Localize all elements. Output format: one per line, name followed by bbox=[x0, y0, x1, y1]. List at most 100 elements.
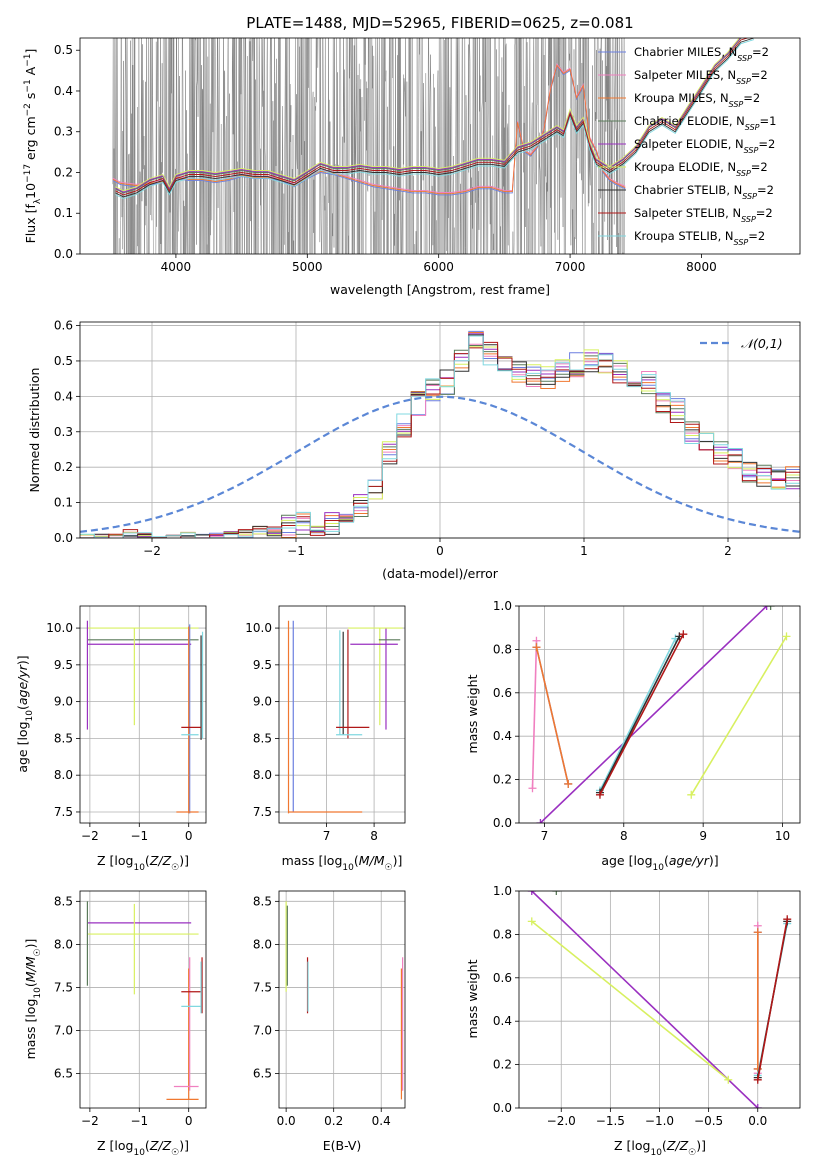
label-part: A bbox=[23, 66, 38, 79]
legend-text: Salpeter ELODIE, N bbox=[634, 137, 744, 151]
tick-label-y: 0.3 bbox=[54, 125, 73, 139]
frame bbox=[79, 37, 801, 255]
weight-line-Salpeter_STELIB bbox=[599, 633, 685, 796]
legend-entry: Kroupa MILES, NSSP=2 bbox=[634, 91, 760, 109]
label-part: λ bbox=[33, 198, 43, 204]
tick-label-y: 8.0 bbox=[54, 937, 73, 951]
weight-line-Kroupa_MILES bbox=[535, 647, 569, 785]
legend-suffix: =2 bbox=[743, 91, 760, 105]
tick-label-y: 0.6 bbox=[493, 686, 512, 700]
label-part: age/yr bbox=[15, 664, 30, 705]
frame bbox=[518, 605, 801, 824]
gridlines bbox=[80, 606, 206, 823]
tick-label-x: 7000 bbox=[555, 260, 586, 274]
legend-text: Chabrier MILES, N bbox=[634, 45, 737, 59]
tick-label-y: 8.0 bbox=[253, 937, 272, 951]
weight-point-Salpeter_STELIB bbox=[753, 1075, 762, 1084]
weight-point-Kroupa_ELODIE bbox=[687, 790, 696, 799]
plot-area bbox=[112, 38, 755, 254]
tick-label-x: 0.0 bbox=[748, 1114, 767, 1128]
tick-label-x: 5000 bbox=[292, 260, 323, 274]
tick-label-y: 0.4 bbox=[54, 389, 73, 403]
legend-entry: Chabrier MILES, NSSP=2 bbox=[634, 45, 769, 63]
legend-entry: 𝒩(0,1) bbox=[741, 336, 783, 351]
y-axis-label: Normed distribution bbox=[27, 368, 42, 493]
legend-sub: SSP bbox=[741, 215, 756, 224]
tick-label-x: 0.4 bbox=[372, 1114, 391, 1128]
model-line-Kroupa_STELIB bbox=[115, 39, 755, 200]
legend-suffix: =2 bbox=[751, 160, 768, 174]
weight-point-Salpeter_ELODIE bbox=[753, 1104, 762, 1108]
tick-label-x: −1 bbox=[130, 829, 148, 843]
label-part: ( bbox=[354, 853, 359, 868]
gridlines bbox=[519, 605, 800, 824]
legend-entry: Salpeter ELODIE, NSSP=2 bbox=[634, 137, 775, 155]
legend-text: Salpeter STELIB, N bbox=[634, 206, 741, 220]
weight-line-Kroupa_STELIB bbox=[599, 638, 677, 791]
label-part: mass [log bbox=[23, 999, 38, 1060]
legend-entry: Chabrier ELODIE, NSSP=1 bbox=[634, 114, 776, 132]
plot-area bbox=[527, 891, 792, 1108]
tick-label-x: −1 bbox=[130, 1114, 148, 1128]
weight-point-Chabrier_ELODIE bbox=[766, 606, 775, 610]
label-part: Z/Z bbox=[149, 1138, 172, 1153]
tick-label-y: 6.5 bbox=[253, 1067, 272, 1081]
tick-label-y: 9.0 bbox=[54, 695, 73, 709]
label-part: ( bbox=[23, 982, 38, 987]
label-part: M/M bbox=[23, 956, 38, 982]
tick-label-y: 7.5 bbox=[253, 980, 272, 994]
tick-label-x: 8000 bbox=[686, 260, 717, 274]
legend-text: Kroupa ELODIE, N bbox=[634, 160, 736, 174]
tick-label-y: 0.4 bbox=[54, 84, 73, 98]
label-part: age/yr bbox=[669, 853, 710, 868]
tick-label-x: −1.5 bbox=[596, 1114, 625, 1128]
tick-label-y: 0.4 bbox=[493, 1014, 512, 1028]
tick-label-x: 0 bbox=[185, 1114, 193, 1128]
tick-label-x: −2.0 bbox=[547, 1114, 576, 1128]
weight-point-Salpeter_MILES bbox=[528, 784, 537, 793]
label-part: −1 bbox=[23, 79, 33, 92]
tick-label-y: 0.8 bbox=[493, 927, 512, 941]
label-part: Flux [f bbox=[23, 204, 38, 244]
legend-sub: SSP bbox=[745, 123, 760, 132]
label-part: ☉ bbox=[33, 948, 43, 956]
y-axis-label: age [log10(age/yr)] bbox=[15, 655, 35, 772]
tick-label-y: 9.5 bbox=[253, 658, 272, 672]
weight-point-Kroupa_MILES bbox=[753, 928, 762, 937]
legend-suffix: =1 bbox=[760, 114, 777, 128]
label-part: 10 bbox=[133, 1148, 145, 1158]
tick-label-y: 8.0 bbox=[54, 768, 73, 782]
tick-label-y: 7.5 bbox=[54, 805, 73, 819]
tick-label-x: −0.5 bbox=[694, 1114, 723, 1128]
tick-label-x: −1 bbox=[287, 544, 305, 558]
label-part: )] bbox=[23, 939, 38, 949]
legend-sub: SSP bbox=[742, 192, 757, 201]
axes-frame: 7 8 7.5 8.0 8.5 9.0 9.5 10.0 mass [log10(M/M☉)] bbox=[245, 605, 406, 873]
tick-label-y: 7.5 bbox=[54, 980, 73, 994]
legend-text: Kroupa STELIB, N bbox=[634, 229, 734, 243]
legend-entry: Salpeter MILES, NSSP=2 bbox=[634, 68, 768, 86]
legend-text: Kroupa MILES, N bbox=[634, 91, 729, 105]
frame bbox=[278, 605, 406, 824]
tick-label-x: −2 bbox=[81, 829, 99, 843]
label-part: mass [log bbox=[282, 853, 343, 868]
weight-point-Kroupa_ELODIE bbox=[724, 1075, 733, 1084]
tick-label-x: −2 bbox=[81, 1114, 99, 1128]
legend-entry: Kroupa ELODIE, NSSP=2 bbox=[634, 160, 768, 178]
model-line-Kroupa_ELODIE bbox=[115, 38, 740, 192]
label-part: erg cm bbox=[23, 116, 38, 164]
label-part: )] bbox=[709, 853, 719, 868]
label-part: Z [log bbox=[97, 1138, 133, 1153]
plot-area bbox=[80, 330, 800, 538]
axes-frame: 0.0 0.2 0.4 6.5 7.0 7.5 8.0 8.5 E(B-V) bbox=[253, 890, 406, 1153]
label-part: 10 bbox=[133, 863, 145, 873]
tick-label-y: 8.5 bbox=[253, 894, 272, 908]
label-part: Z [log bbox=[97, 853, 133, 868]
residuals-axes: −2 −1 0 1 2 0.0 0.1 0.2 0.3 0.4 0.5 0.6 𝒩(0,1) (data-… bbox=[27, 319, 801, 581]
legend-sub: SSP bbox=[734, 238, 749, 247]
x-axis-label: mass [log10(M/M☉)] bbox=[282, 853, 403, 873]
tick-label-y: 0.2 bbox=[493, 1058, 512, 1072]
legend-suffix: =2 bbox=[757, 183, 774, 197]
tick-label-y: 7.0 bbox=[54, 1024, 73, 1038]
